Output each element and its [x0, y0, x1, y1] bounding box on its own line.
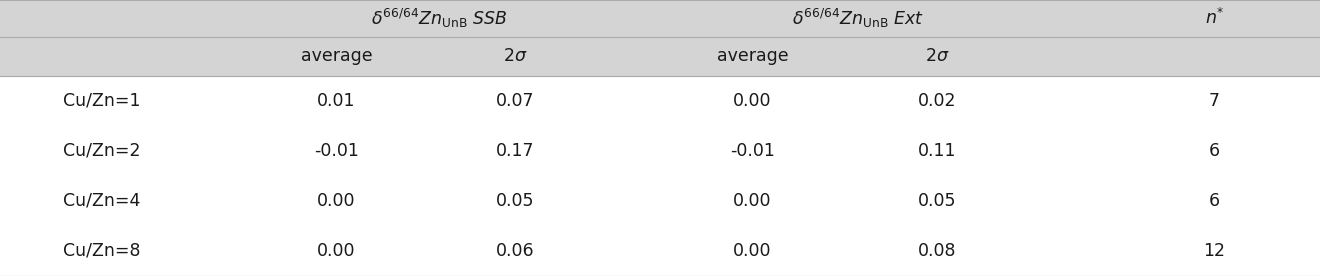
Bar — [0, 176, 1320, 226]
Text: 0.07: 0.07 — [495, 92, 535, 110]
Text: 7: 7 — [1209, 92, 1220, 110]
Text: -0.01: -0.01 — [730, 142, 775, 160]
Text: $\delta^{66/64}$Zn$_{\mathrm{UnB}}$ Ext: $\delta^{66/64}$Zn$_{\mathrm{UnB}}$ Ext — [792, 7, 924, 30]
Bar — [0, 76, 1320, 126]
Text: $\delta^{66/64}$Zn$_{\mathrm{UnB}}$ SSB: $\delta^{66/64}$Zn$_{\mathrm{UnB}}$ SSB — [371, 7, 507, 30]
Bar — [0, 0, 1320, 37]
Text: 6: 6 — [1209, 192, 1220, 210]
Text: 0.00: 0.00 — [317, 242, 356, 260]
Text: 0.06: 0.06 — [495, 242, 535, 260]
Text: Cu/Zn=2: Cu/Zn=2 — [63, 142, 141, 160]
Text: $n^{*}$: $n^{*}$ — [1205, 8, 1224, 28]
Text: 0.05: 0.05 — [495, 192, 535, 210]
Text: 0.00: 0.00 — [733, 192, 772, 210]
Text: 12: 12 — [1204, 242, 1225, 260]
Bar — [0, 126, 1320, 176]
Text: Cu/Zn=4: Cu/Zn=4 — [63, 192, 141, 210]
Text: Cu/Zn=1: Cu/Zn=1 — [63, 92, 141, 110]
Text: -0.01: -0.01 — [314, 142, 359, 160]
Text: Cu/Zn=8: Cu/Zn=8 — [63, 242, 141, 260]
Bar — [0, 37, 1320, 76]
Text: 0.08: 0.08 — [917, 242, 957, 260]
Text: 0.05: 0.05 — [917, 192, 957, 210]
Text: 0.01: 0.01 — [317, 92, 356, 110]
Text: 0.00: 0.00 — [733, 92, 772, 110]
Text: average: average — [717, 47, 788, 65]
Text: 0.02: 0.02 — [917, 92, 957, 110]
Text: 2$\sigma$: 2$\sigma$ — [925, 47, 949, 65]
Text: 0.17: 0.17 — [495, 142, 535, 160]
Text: 2$\sigma$: 2$\sigma$ — [503, 47, 527, 65]
Text: 0.00: 0.00 — [733, 242, 772, 260]
Text: 0.00: 0.00 — [317, 192, 356, 210]
Text: 0.11: 0.11 — [917, 142, 957, 160]
Bar — [0, 226, 1320, 276]
Text: average: average — [301, 47, 372, 65]
Text: 6: 6 — [1209, 142, 1220, 160]
